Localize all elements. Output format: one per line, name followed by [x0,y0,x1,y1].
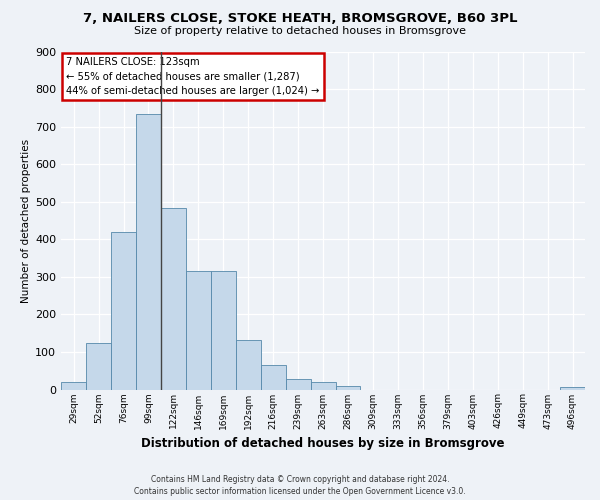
Text: 7 NAILERS CLOSE: 123sqm
← 55% of detached houses are smaller (1,287)
44% of semi: 7 NAILERS CLOSE: 123sqm ← 55% of detache… [67,56,320,96]
X-axis label: Distribution of detached houses by size in Bromsgrove: Distribution of detached houses by size … [142,437,505,450]
Bar [136,114,161,390]
Bar [161,208,186,390]
Bar [211,271,236,390]
Y-axis label: Number of detached properties: Number of detached properties [21,138,31,302]
Bar [111,232,136,390]
Bar [186,271,211,390]
Text: Size of property relative to detached houses in Bromsgrove: Size of property relative to detached ho… [134,26,466,36]
Bar [560,386,585,390]
Bar [261,365,286,390]
Bar [311,382,335,390]
Text: Contains HM Land Registry data © Crown copyright and database right 2024.
Contai: Contains HM Land Registry data © Crown c… [134,474,466,496]
Bar [236,340,261,390]
Text: 7, NAILERS CLOSE, STOKE HEATH, BROMSGROVE, B60 3PL: 7, NAILERS CLOSE, STOKE HEATH, BROMSGROV… [83,12,517,26]
Bar [86,342,111,390]
Bar [286,379,311,390]
Bar [335,386,361,390]
Bar [61,382,86,390]
